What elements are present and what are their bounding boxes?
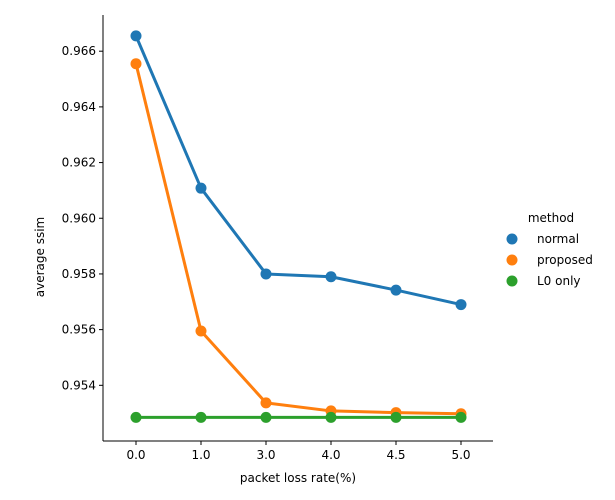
x-tick-label: 4.0: [321, 448, 340, 462]
legend-label: normal: [537, 232, 579, 246]
x-tick-label: 1.0: [191, 448, 210, 462]
data-point: [195, 411, 207, 423]
legend: method normal proposed L0 only: [506, 211, 593, 288]
data-point: [195, 325, 207, 337]
series-line: [134, 62, 463, 416]
data-point: [325, 411, 337, 423]
x-tick-label: 5.0: [451, 448, 470, 462]
data-point: [455, 411, 467, 423]
series-proposed: [130, 58, 467, 420]
legend-items: normal proposed L0 only: [506, 232, 593, 288]
data-point: [260, 397, 272, 409]
x-axis-label: packet loss rate(%): [240, 471, 356, 485]
data-point: [455, 299, 467, 311]
x-tick-label: 0.0: [126, 448, 145, 462]
y-axis-label: average ssim: [33, 217, 47, 297]
legend-marker: [506, 233, 518, 245]
y-ticks: 0.954 0.956 0.958 0.960 0.962 0.964 0.966: [62, 44, 103, 392]
data-point: [195, 182, 207, 194]
series-l0-only: [130, 411, 467, 423]
y-tick-label: 0.956: [62, 323, 96, 337]
x-tick-label: 4.5: [386, 448, 405, 462]
series-line: [134, 34, 463, 307]
data-point: [325, 271, 337, 283]
data-point: [390, 411, 402, 423]
data-point: [130, 30, 142, 42]
legend-marker: [506, 254, 518, 266]
data-point: [130, 411, 142, 423]
x-ticks: 0.0 1.0 3.0 4.0 4.5 5.0: [126, 441, 471, 462]
y-tick-label: 0.962: [62, 156, 96, 170]
legend-marker: [506, 275, 518, 287]
legend-label: proposed: [537, 253, 593, 267]
x-tick-label: 3.0: [256, 448, 275, 462]
y-tick-label: 0.954: [62, 378, 96, 392]
y-tick-label: 0.964: [62, 100, 96, 114]
data-point: [130, 58, 142, 70]
data-point: [390, 284, 402, 296]
series-layer: [130, 30, 467, 423]
data-point: [260, 411, 272, 423]
legend-title: method: [528, 211, 574, 225]
y-tick-label: 0.958: [62, 267, 96, 281]
y-tick-label: 0.960: [62, 211, 96, 225]
series-normal: [130, 30, 467, 311]
data-point: [260, 268, 272, 280]
legend-label: L0 only: [537, 274, 581, 288]
axes-layer: [102, 15, 493, 442]
y-tick-label: 0.966: [62, 44, 96, 58]
